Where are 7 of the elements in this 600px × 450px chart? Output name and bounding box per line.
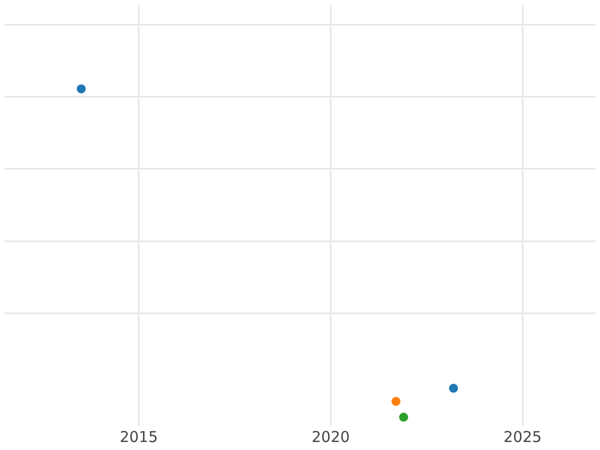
point [76, 84, 86, 94]
point [399, 412, 408, 422]
x-tick-label: 2015 [120, 428, 158, 446]
point [449, 384, 458, 393]
x-tick-label: 2025 [503, 428, 542, 446]
point [391, 396, 400, 406]
x-tick-label: 2020 [312, 428, 350, 446]
